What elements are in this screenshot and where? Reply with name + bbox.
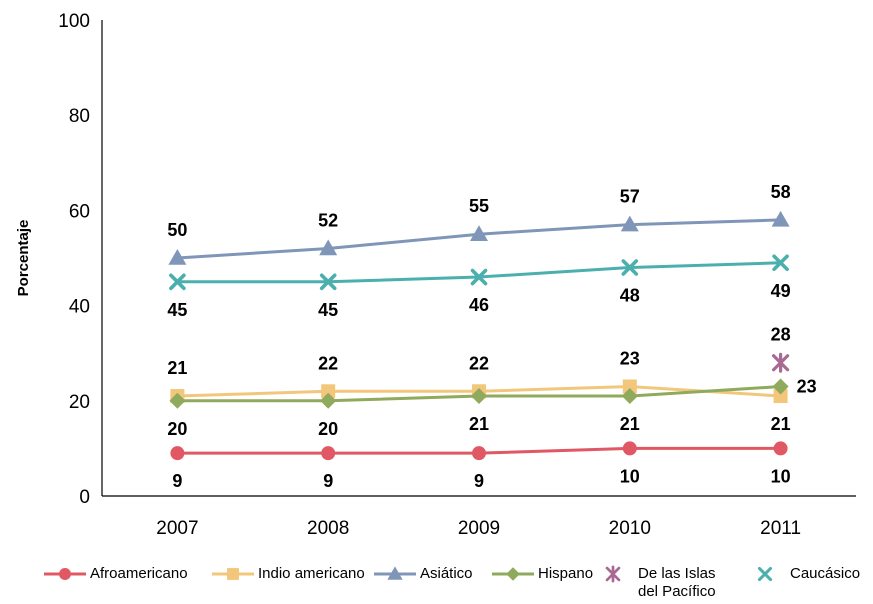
data-label: 21 [167,358,187,378]
data-label: 9 [474,471,484,491]
legend-swatch [757,566,773,582]
data-point [773,441,788,456]
data-label: 22 [318,353,338,373]
data-label: 20 [318,419,338,439]
y-tick-label: 20 [69,392,90,413]
data-label: 20 [167,419,187,439]
legend-label: Afroamericano [90,565,188,582]
y-axis-title: Porcentaje [15,220,32,297]
data-label: 45 [318,300,338,320]
legend-item: Afroamericano [40,564,188,584]
data-point [471,388,487,405]
x-tick-labels: 2007 2008 2009 2010 2011 [156,518,801,539]
data-point [773,389,788,404]
data-point [470,225,488,241]
data-point [621,388,638,405]
data-point [622,379,637,394]
data-point [59,568,71,580]
legend-label: Indio americano [258,565,365,582]
legend-item: De las Islas del Pacífico [588,564,728,601]
data-point [622,441,637,456]
legend-swatch [605,565,621,583]
legend-item: Caucásico [740,564,860,584]
series [169,378,789,409]
legend-item: Hispano [488,564,593,584]
series [170,441,788,461]
series [168,210,790,265]
legend-label: De las Islas del Pacífico [638,565,716,600]
data-point [170,446,185,461]
legend-item: Asiático [370,564,473,584]
data-point [168,249,187,265]
data-point [772,352,790,373]
data-label: 9 [323,471,333,491]
data-point [772,378,789,395]
data-labels: 9 9 9 10 10 21 22 22 23 21 50 52 55 57 58 20 20 21 21 23 28 4… [167,182,816,491]
data-point [319,273,337,291]
data-label: 55 [469,196,489,216]
data-label: 28 [771,325,791,345]
data-point [387,566,403,580]
data-label: 48 [620,286,640,306]
x-tick-label: 2011 [760,518,801,539]
data-point [506,567,520,581]
data-point [320,392,337,409]
data-point [227,568,239,580]
legend-swatch [44,568,86,580]
data-label: 21 [771,414,791,434]
y-tick-label: 40 [69,297,90,318]
data-point [605,565,621,583]
y-tick-label: 60 [69,201,90,222]
data-label: 57 [620,187,640,207]
data-label: 23 [620,349,640,369]
data-point [772,254,789,272]
data-point [319,239,338,256]
data-label: 23 [797,377,817,397]
legend-swatch [492,567,534,581]
data-label: 21 [620,414,640,434]
legend-swatch [212,568,254,580]
data-point [771,210,790,227]
data-point [169,273,186,291]
x-tick-label: 2007 [156,518,198,539]
x-tick-label: 2009 [458,518,500,539]
data-point [470,268,488,286]
data-point [169,392,186,409]
data-label: 49 [771,281,791,301]
data-label: 22 [469,353,489,373]
data-label: 58 [771,182,791,202]
legend-label: Hispano [538,565,594,582]
legend-item: Indio americano [208,564,365,584]
data-label: 9 [172,471,182,491]
data-label: 10 [771,466,791,486]
legend-swatch [374,566,416,580]
series-layer [168,210,790,461]
data-point [620,215,639,232]
y-tick-label: 80 [69,106,90,127]
legend-label: Caucásico [790,565,861,582]
data-label: 45 [167,300,187,320]
data-point [321,446,336,461]
y-tick-label: 100 [58,11,90,32]
data-point [621,259,639,276]
y-tick-labels: 0 20 40 60 80 100 [58,11,90,508]
y-tick-label: 0 [79,487,90,508]
data-point [321,384,336,399]
series [772,352,790,373]
data-label: 52 [318,210,338,230]
legend-label: Asiático [420,565,473,582]
data-label: 46 [469,295,489,315]
data-label: 50 [167,220,187,240]
data-label: 21 [469,414,489,434]
x-tick-label: 2010 [609,518,651,539]
data-point [472,446,486,461]
series [169,254,789,291]
data-point [757,566,773,582]
data-label: 10 [620,466,640,486]
legend: Afroamericano Indio americano Asiático Hisp… [40,564,873,604]
x-tick-label: 2008 [307,518,349,539]
